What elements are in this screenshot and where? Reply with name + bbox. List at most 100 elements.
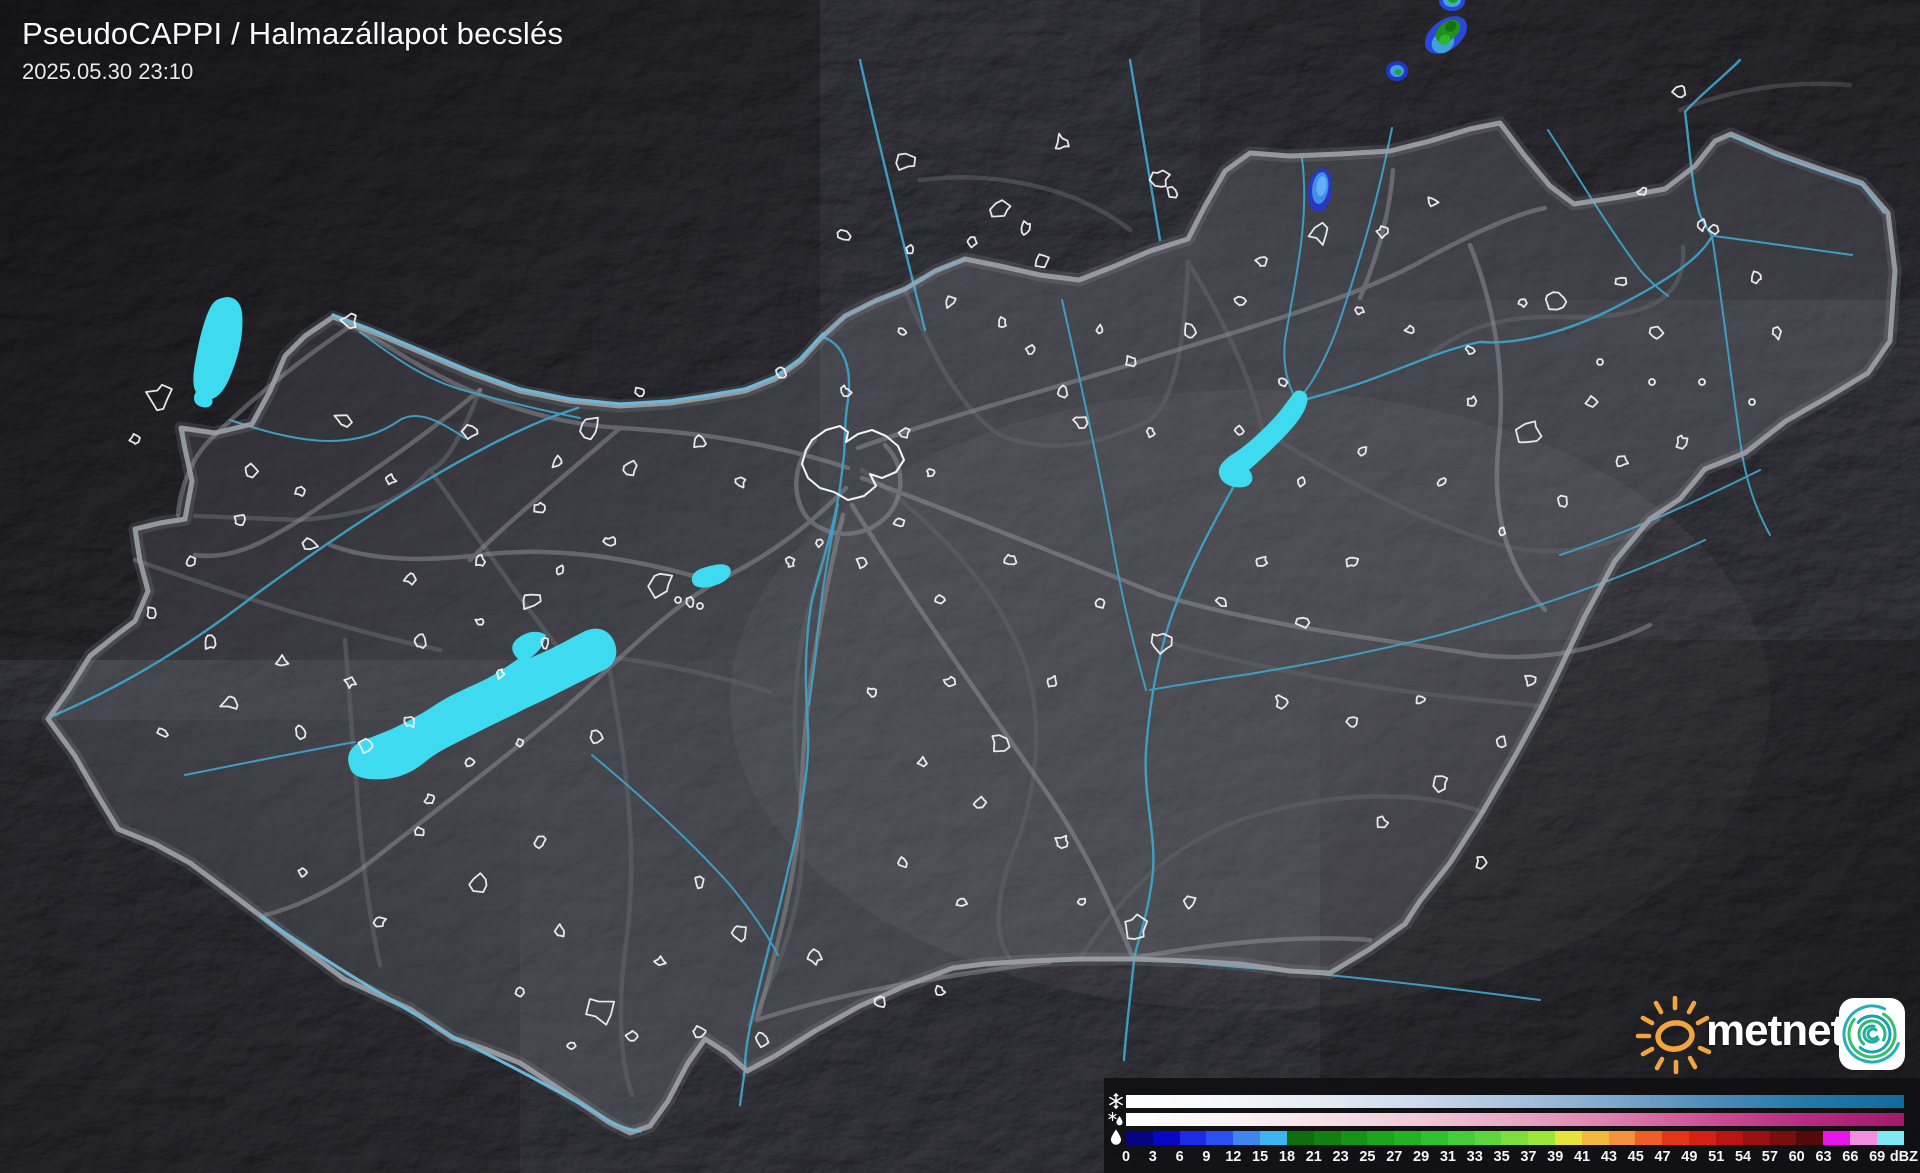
legend-tick: 12 [1225, 1149, 1242, 1165]
rain-color-segment [1849, 1131, 1877, 1145]
settlement-outline [402, 572, 417, 586]
settlement-outline [945, 295, 957, 309]
settlement-outline [1307, 221, 1329, 246]
settlement-outline [294, 724, 307, 741]
rain-color-segment [1286, 1131, 1314, 1145]
settlement-outline [1233, 295, 1247, 307]
legend-tick: 37 [1520, 1149, 1537, 1165]
snow-colorbar [1126, 1095, 1904, 1108]
rain-color-segment [1420, 1131, 1448, 1145]
metnet-wordmark: metnet [1706, 1006, 1845, 1055]
settlement-outline [1125, 355, 1137, 368]
raindrop-icon [1110, 1129, 1122, 1145]
settlement-outline [905, 243, 914, 255]
metnet-logo[interactable]: metnet [1630, 990, 1916, 1078]
settlement-outline [1614, 276, 1628, 287]
settlement-outline [892, 517, 906, 528]
settlement-outline [1020, 220, 1031, 236]
settlement-outline [1278, 377, 1289, 388]
settlement-outline [674, 596, 682, 604]
settlement-outline [128, 433, 141, 445]
settlement-outline [1698, 378, 1706, 386]
settlement-outline [866, 687, 877, 698]
rain-color-segment [1206, 1131, 1234, 1145]
title-block: PseudoCAPPI / Halmazállapot becslés 2025… [22, 16, 563, 85]
settlement-outline [1145, 426, 1156, 439]
settlement-outline [414, 826, 425, 837]
precip-echo [1307, 168, 1333, 212]
settlement-outline [540, 636, 550, 650]
settlement-outline [1375, 225, 1389, 239]
legend-tick: 15 [1252, 1149, 1269, 1165]
settlement-outline [1707, 223, 1720, 236]
settlement-outline [1150, 632, 1173, 655]
settlement-outline [1345, 716, 1359, 728]
settlement-outline [815, 538, 824, 549]
sleet-colorbar [1126, 1113, 1904, 1126]
border-rivers [260, 134, 1886, 1133]
page-title: PseudoCAPPI / Halmazállapot becslés [22, 16, 564, 51]
settlement-outline [464, 757, 476, 768]
legend-tick: 69 [1869, 1149, 1886, 1165]
settlement-outline [806, 948, 823, 966]
settlement-outline [734, 476, 747, 489]
settlement-outline [1024, 344, 1036, 355]
settlement-outline [1054, 834, 1069, 850]
settlement-outline [1376, 815, 1390, 829]
lakes [193, 297, 1308, 780]
settlement-outline [989, 199, 1012, 218]
settlement-outline [1524, 674, 1537, 687]
rain-color-segment [1555, 1131, 1582, 1145]
settlement-outline [1095, 323, 1104, 335]
rain-color-segment [1313, 1131, 1341, 1145]
legend-tick: 31 [1439, 1149, 1456, 1165]
settlement-outline [475, 554, 487, 567]
settlement-outline [555, 564, 565, 576]
settlement-outline [533, 501, 546, 514]
settlement-outline [333, 414, 353, 428]
precip-echo [1439, 0, 1465, 11]
lake-balaton [348, 628, 617, 780]
shade-top-left [0, 0, 820, 660]
settlement-outline [1696, 218, 1707, 233]
settlement-outline [685, 595, 695, 608]
settlement-outline [1297, 476, 1306, 488]
settlement-outline [966, 236, 978, 249]
settlement-outline [589, 729, 604, 745]
rain-color-segment [1367, 1131, 1395, 1145]
rain-colorbar [1126, 1131, 1904, 1145]
rain-color-segment [1474, 1131, 1502, 1145]
sun-icon [1635, 995, 1712, 1075]
legend-tick: 29 [1413, 1149, 1430, 1165]
settlement-outline [1748, 398, 1756, 406]
precip-echo [1386, 61, 1408, 81]
budapest-outline [800, 424, 906, 502]
settlement-outline [1182, 895, 1197, 910]
settlement-outline [146, 606, 157, 619]
settlement-outline [1675, 434, 1689, 450]
legend-tick: 23 [1332, 1149, 1349, 1165]
lake-ferto [193, 297, 243, 408]
settlement-outline [1514, 420, 1543, 444]
settlement-outline [991, 734, 1011, 753]
settlement-outline [624, 1029, 639, 1042]
settlement-outline [647, 572, 674, 599]
settlement-outline [339, 312, 357, 330]
legend-tick: 41 [1573, 1149, 1591, 1165]
precip-echo [1424, 16, 1468, 54]
settlement-outline [515, 738, 525, 748]
settlement-outline [1034, 253, 1050, 269]
legend-tick: 35 [1493, 1149, 1510, 1165]
settlement-outline [1498, 526, 1507, 537]
settlement-outline [1054, 132, 1070, 150]
settlement-outline [566, 1041, 577, 1051]
rain-color-segment [1394, 1131, 1421, 1145]
settlement-outline [840, 384, 853, 398]
rain-color-segment [1126, 1131, 1153, 1145]
rain-color-segment [1608, 1131, 1636, 1145]
settlement-outlines [128, 84, 1782, 1051]
rain-color-segment [1635, 1131, 1663, 1145]
rain-color-segment [1152, 1131, 1180, 1145]
